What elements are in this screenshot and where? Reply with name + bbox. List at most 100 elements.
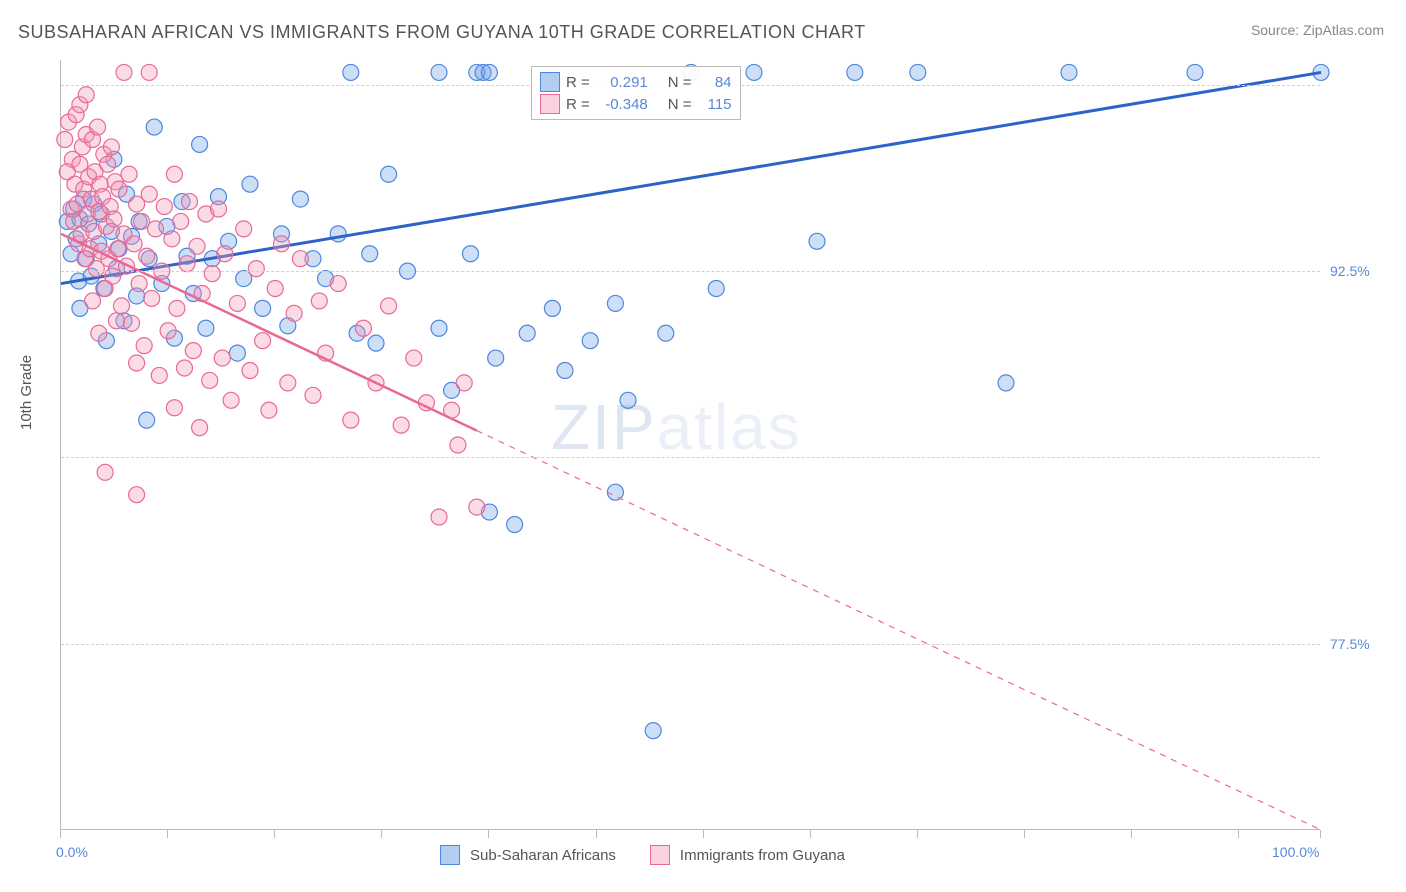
stats-legend-row: R =0.291N =84 (540, 71, 732, 93)
x-tick-label: 0.0% (56, 844, 88, 860)
chart-container: SUBSAHARAN AFRICAN VS IMMIGRANTS FROM GU… (0, 0, 1406, 892)
data-point (129, 487, 145, 503)
data-point (809, 233, 825, 249)
data-point (406, 350, 422, 366)
data-point (113, 298, 129, 314)
x-tick (167, 830, 168, 838)
data-point (90, 119, 106, 135)
data-point (255, 300, 271, 316)
data-point (176, 360, 192, 376)
plot-area: ZIPatlas R =0.291N =84R =-0.348N =115 (60, 60, 1320, 830)
data-point (431, 320, 447, 336)
data-point (189, 238, 205, 254)
legend-label: Immigrants from Guyana (680, 847, 845, 864)
data-point (261, 402, 277, 418)
data-point (431, 509, 447, 525)
data-point (144, 290, 160, 306)
stats-legend-row: R =-0.348N =115 (540, 93, 732, 115)
n-value: 115 (698, 96, 732, 113)
data-point (645, 723, 661, 739)
x-tick (60, 830, 61, 838)
data-point (469, 499, 485, 515)
data-point (658, 325, 674, 341)
legend-label: Sub-Saharan Africans (470, 847, 616, 864)
data-point (146, 119, 162, 135)
data-point (368, 335, 384, 351)
data-point (229, 345, 245, 361)
data-point (151, 367, 167, 383)
chart-title: SUBSAHARAN AFRICAN VS IMMIGRANTS FROM GU… (18, 22, 866, 43)
x-tick (596, 830, 597, 838)
data-point (110, 241, 126, 257)
stats-legend: R =0.291N =84R =-0.348N =115 (531, 66, 741, 120)
data-point (148, 221, 164, 237)
data-point (456, 375, 472, 391)
r-label: R = (566, 96, 590, 113)
data-point (164, 231, 180, 247)
data-point (311, 293, 327, 309)
data-point (111, 181, 127, 197)
data-point (431, 64, 447, 80)
data-point (139, 248, 155, 264)
data-point (488, 350, 504, 366)
data-point (362, 246, 378, 262)
r-label: R = (566, 74, 590, 91)
x-tick (1024, 830, 1025, 838)
data-point (129, 355, 145, 371)
source-name: ZipAtlas.com (1303, 22, 1384, 38)
data-point (557, 362, 573, 378)
gridline (61, 644, 1320, 645)
data-point (274, 236, 290, 252)
data-point (204, 266, 220, 282)
data-point (139, 412, 155, 428)
data-point (211, 201, 227, 217)
x-tick (703, 830, 704, 838)
data-point (124, 315, 140, 331)
data-point (116, 64, 132, 80)
data-point (463, 246, 479, 262)
legend-swatch (540, 72, 560, 92)
series-legend: Sub-Saharan Africans Immigrants from Guya… (440, 845, 869, 865)
data-point (582, 333, 598, 349)
data-point (910, 64, 926, 80)
x-tick-label: 100.0% (1272, 844, 1319, 860)
data-point (242, 362, 258, 378)
data-point (179, 256, 195, 272)
x-tick (917, 830, 918, 838)
x-tick (274, 830, 275, 838)
data-point (202, 372, 218, 388)
data-point (173, 213, 189, 229)
data-point (141, 64, 157, 80)
data-point (305, 387, 321, 403)
data-point (292, 191, 308, 207)
data-point (481, 64, 497, 80)
data-point (78, 87, 94, 103)
data-point (141, 186, 157, 202)
data-point (166, 166, 182, 182)
data-point (136, 338, 152, 354)
data-point (519, 325, 535, 341)
data-point (343, 64, 359, 80)
x-tick (1320, 830, 1321, 838)
data-point (106, 211, 122, 227)
data-point (131, 276, 147, 292)
data-point (267, 281, 283, 297)
legend-swatch (540, 94, 560, 114)
data-point (214, 350, 230, 366)
data-point (236, 221, 252, 237)
data-point (229, 295, 245, 311)
data-point (381, 166, 397, 182)
data-point (223, 392, 239, 408)
regression-line-extrapolated (477, 431, 1321, 830)
y-tick-label: 77.5% (1330, 636, 1370, 652)
data-point (255, 333, 271, 349)
data-point (91, 325, 107, 341)
plot-svg (61, 60, 1320, 829)
y-axis-label: 10th Grade (18, 355, 35, 430)
data-point (103, 139, 119, 155)
data-point (160, 323, 176, 339)
data-point (847, 64, 863, 80)
source-attribution: Source: ZipAtlas.com (1251, 22, 1384, 38)
data-point (1187, 64, 1203, 80)
n-value: 84 (698, 74, 732, 91)
